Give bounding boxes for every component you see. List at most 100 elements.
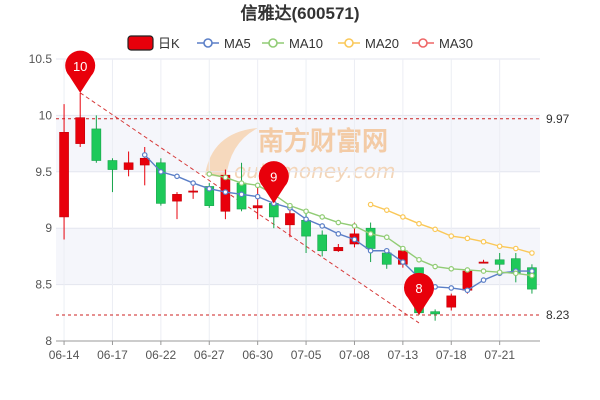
ma5-point xyxy=(480,277,487,283)
legend[interactable]: 日K MA5 MA10 MA20 MA30 xyxy=(127,35,473,51)
candle xyxy=(494,253,505,270)
legend-swatch-dot xyxy=(418,38,428,48)
ma5-point xyxy=(141,152,148,158)
legend-swatch-k xyxy=(127,35,154,51)
ma10-point xyxy=(222,174,229,181)
ma5-point xyxy=(335,231,342,237)
candle-body xyxy=(333,247,344,252)
ma10-point xyxy=(351,223,358,229)
ma20-point xyxy=(448,233,455,239)
ma10-point xyxy=(464,267,471,273)
legend-label: MA5 xyxy=(224,36,251,51)
candle-body xyxy=(59,132,69,218)
y-tick-label: 9 xyxy=(45,221,52,235)
watermark-en: outhmoney.com xyxy=(234,159,395,183)
ma10-point xyxy=(303,208,309,215)
candle-body xyxy=(430,311,440,315)
candle xyxy=(285,207,295,238)
ma10-point xyxy=(529,272,535,279)
ma5-point xyxy=(222,189,229,195)
ma20-point xyxy=(529,250,535,256)
ma10-point xyxy=(335,219,342,226)
candle xyxy=(91,115,102,163)
price-marker: 8 xyxy=(404,272,434,316)
y-tick-label: 8.5 xyxy=(35,278,52,292)
candle-body xyxy=(301,220,311,237)
ma10-point xyxy=(367,231,374,237)
legend-label: MA30 xyxy=(439,36,473,51)
ma10-point xyxy=(416,256,422,263)
ma10-point xyxy=(496,269,503,275)
candle-body xyxy=(75,117,86,144)
candle-body xyxy=(478,261,489,264)
ma5-point xyxy=(158,169,164,175)
watermark: 南方财富网 outhmoney.com xyxy=(205,126,395,183)
candle-body xyxy=(107,160,118,170)
legend-label: 日K xyxy=(158,36,180,51)
candle-body xyxy=(123,162,134,170)
trend-line-segment xyxy=(79,92,420,324)
reference-lines: 9.97 8.23 xyxy=(56,112,570,322)
grid-lines xyxy=(56,58,540,342)
reference-line-label: 8.23 xyxy=(546,308,570,322)
price-marker-pin xyxy=(404,272,434,316)
price-markers: 10 9 8 xyxy=(65,50,434,316)
ma10-point xyxy=(319,214,326,220)
legend-item-ma20[interactable]: MA20 xyxy=(338,36,399,51)
ma5-point xyxy=(319,223,326,229)
candle xyxy=(317,230,328,257)
candle xyxy=(446,293,457,311)
legend-label: MA20 xyxy=(365,36,399,51)
price-marker-pin xyxy=(258,161,289,204)
candle-body xyxy=(527,267,537,290)
ma10-point xyxy=(400,245,406,252)
candle xyxy=(107,158,118,193)
candle xyxy=(75,92,86,147)
ma20-point xyxy=(464,235,471,242)
ma20-point xyxy=(480,238,487,245)
legend-item-ma5[interactable]: MA5 xyxy=(197,36,251,51)
ma5-point xyxy=(464,287,471,294)
ma10-point xyxy=(254,182,261,189)
candle xyxy=(123,151,134,177)
moving-average-lines xyxy=(141,152,535,294)
watermark-logo-icon xyxy=(205,128,258,178)
candle-body xyxy=(91,128,102,161)
candle xyxy=(156,158,166,206)
legend-item-ma30[interactable]: MA30 xyxy=(412,36,473,51)
candle-body xyxy=(172,194,182,202)
candle-body xyxy=(139,157,150,166)
price-marker-label: 9 xyxy=(270,169,277,184)
ma20-point xyxy=(416,220,422,227)
candle xyxy=(333,243,344,252)
ma5-point xyxy=(206,185,213,192)
legend-item-k[interactable]: 日K xyxy=(127,35,180,51)
ma10-point xyxy=(287,202,293,209)
price-marker-label: 10 xyxy=(73,59,87,74)
ma5-point xyxy=(174,173,180,180)
price-marker-pin xyxy=(65,50,96,93)
x-tick-label: 07-21 xyxy=(484,348,515,362)
x-tick-label: 06-30 xyxy=(242,348,273,362)
ma20-point xyxy=(383,207,390,213)
y-tick-label: 9.5 xyxy=(35,165,52,179)
legend-swatch-dot xyxy=(268,38,278,48)
candle xyxy=(59,104,69,240)
reference-line-label: 9.97 xyxy=(546,112,570,126)
x-tick-label: 06-14 xyxy=(49,348,80,362)
x-tick-label: 07-08 xyxy=(339,348,370,362)
legend-item-ma10[interactable]: MA10 xyxy=(262,36,323,51)
candle xyxy=(478,259,489,264)
legend-swatch-dot xyxy=(344,38,354,48)
candle-body xyxy=(446,295,457,308)
ma5-point xyxy=(238,191,245,198)
candle-body xyxy=(252,205,263,209)
y-tick-label: 10.5 xyxy=(29,52,53,66)
y-tick-label: 8 xyxy=(45,334,52,348)
ma20-point xyxy=(496,243,503,250)
candle-body xyxy=(285,213,295,226)
x-tick-label: 06-27 xyxy=(194,348,225,362)
ma10-point xyxy=(512,270,519,277)
